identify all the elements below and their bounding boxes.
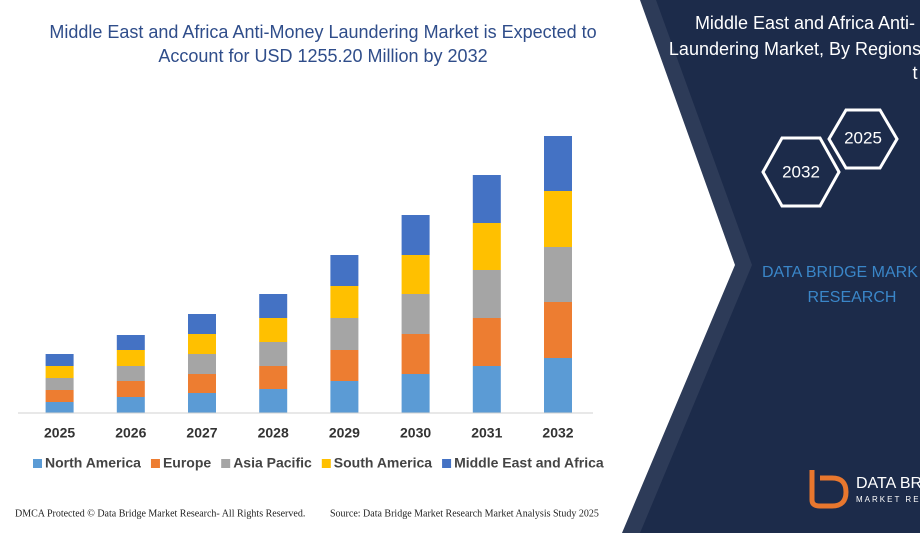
bar-segment [116, 366, 145, 381]
brand-text: RESEARCH [808, 289, 897, 306]
logo-icon [809, 470, 849, 509]
bar-segment [330, 286, 359, 318]
bar-segment [472, 366, 501, 413]
bar-segment [45, 402, 74, 413]
chart-title: Account for USD 1255.20 Million by 2032 [158, 46, 487, 66]
bar-segment [116, 335, 145, 350]
bar-segment [401, 215, 430, 255]
bar-segment [45, 390, 74, 402]
panel-title: Middle East and Africa Anti- Laundering … [669, 13, 920, 83]
x-tick-label: 2025 [44, 425, 75, 441]
bar-segment [259, 342, 288, 366]
logo-text: DATA BRI [856, 475, 920, 492]
legend-swatch [321, 459, 331, 468]
hexagon-label: 2032 [782, 162, 820, 181]
bar-segment [188, 374, 216, 393]
x-tick-label: 2028 [258, 425, 289, 441]
hexagon [761, 136, 841, 208]
side-panel [622, 0, 920, 533]
legend-label: Middle East and Africa [454, 455, 604, 471]
source: Source: Data Bridge Market Research Mark… [330, 508, 599, 519]
logo-subtext: MARKET RESE [856, 495, 920, 504]
panel-title-line: Middle East and Africa Anti- [695, 13, 915, 33]
x-tick-label: 2032 [542, 425, 573, 441]
bar-segment [544, 191, 572, 247]
bar-segment [116, 397, 145, 413]
copyright: DMCA Protected © Data Bridge Market Rese… [15, 508, 305, 519]
bar-segment [401, 255, 430, 294]
legend-swatch [33, 459, 42, 468]
bar-segment [472, 175, 501, 223]
hexagon-label: 2025 [844, 128, 882, 147]
legend-swatch [150, 459, 160, 468]
bar-segment [330, 350, 359, 381]
bar-segment [330, 381, 359, 413]
chevron-edge [622, 0, 752, 533]
bar-segment [330, 255, 359, 286]
bar-segment [45, 378, 74, 390]
panel-title-line: Laundering Market, By Regions [669, 39, 920, 59]
bar-segment [544, 136, 572, 191]
x-tick-label: 2030 [400, 425, 431, 441]
chart: Middle East and Africa Anti-Money Launde… [18, 22, 604, 471]
bar-segment [544, 247, 572, 302]
legend-label: North America [45, 455, 141, 471]
bar-segment [188, 393, 216, 413]
bar-segment [259, 294, 288, 318]
hexagon [827, 108, 899, 170]
chart-title: Middle East and Africa Anti-Money Launde… [49, 22, 596, 42]
bar-segment [45, 366, 74, 378]
x-tick-label: 2031 [471, 425, 502, 441]
legend-label: Asia Pacific [233, 455, 312, 471]
bar-segment [116, 381, 145, 397]
bar-segment [45, 354, 74, 366]
bar-segment [259, 366, 288, 389]
bar-segment [401, 294, 430, 334]
bar-segment [472, 223, 501, 270]
x-tick-label: 2029 [329, 425, 360, 441]
bar-segment [188, 314, 216, 334]
x-tick-label: 2026 [115, 425, 146, 441]
legend-label: South America [334, 455, 432, 471]
legend-swatch [442, 459, 452, 468]
bar-segment [259, 318, 288, 342]
bar-segment [330, 318, 359, 350]
legend-swatch [221, 459, 231, 468]
bar-segment [472, 270, 501, 318]
bar-segment [544, 302, 572, 358]
bar-segment [472, 318, 501, 366]
bar-segment [544, 358, 572, 413]
bar-segment [401, 334, 430, 374]
panel-title-line: t [912, 63, 917, 83]
bar-segment [188, 334, 216, 354]
brand-text: DATA BRIDGE MARK [762, 264, 918, 281]
x-tick-label: 2027 [186, 425, 217, 441]
bar-segment [401, 374, 430, 413]
bar-segment [259, 389, 288, 413]
legend-label: Europe [163, 455, 211, 471]
bar-segment [188, 354, 216, 374]
bar-segment [116, 350, 145, 366]
